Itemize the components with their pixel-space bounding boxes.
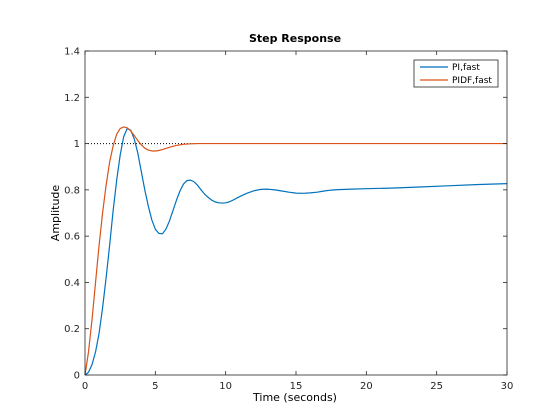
plot-frame <box>84 50 508 376</box>
plot-area <box>85 51 507 375</box>
legend-label-pi-fast: PI,fast <box>452 63 480 73</box>
x-tick-label: 15 <box>290 381 303 392</box>
y-axis-label: Amplitude <box>49 185 62 242</box>
y-tick-label: 0.8 <box>64 185 80 196</box>
y-tick-label: 0.6 <box>64 232 80 243</box>
y-tick-label: 1.4 <box>64 47 80 58</box>
y-tick-label: 1 <box>74 139 80 150</box>
x-tick-label: 5 <box>152 381 158 392</box>
x-tick-label: 0 <box>82 381 88 392</box>
x-tick-label: 25 <box>430 381 443 392</box>
series-line-pidf-fast <box>84 126 507 376</box>
x-tick-label: 20 <box>360 381 373 392</box>
legend: PI,fast PIDF,fast <box>413 59 499 88</box>
y-tick-label: 1.2 <box>64 93 80 104</box>
legend-label-pidf-fast: PIDF,fast <box>452 76 492 86</box>
y-tick-label: 0.2 <box>64 324 80 335</box>
x-tick-label: 10 <box>219 381 232 392</box>
series-line-pi-fast <box>84 127 508 376</box>
chart-title: Step Response <box>249 32 341 45</box>
x-axis-label: Time (seconds) <box>252 391 337 404</box>
y-tick-label: 0 <box>74 371 80 382</box>
x-tick-label: 30 <box>501 381 514 392</box>
series-layer <box>84 126 508 376</box>
y-tick-label: 0.4 <box>64 278 80 289</box>
legend-box <box>413 59 499 88</box>
